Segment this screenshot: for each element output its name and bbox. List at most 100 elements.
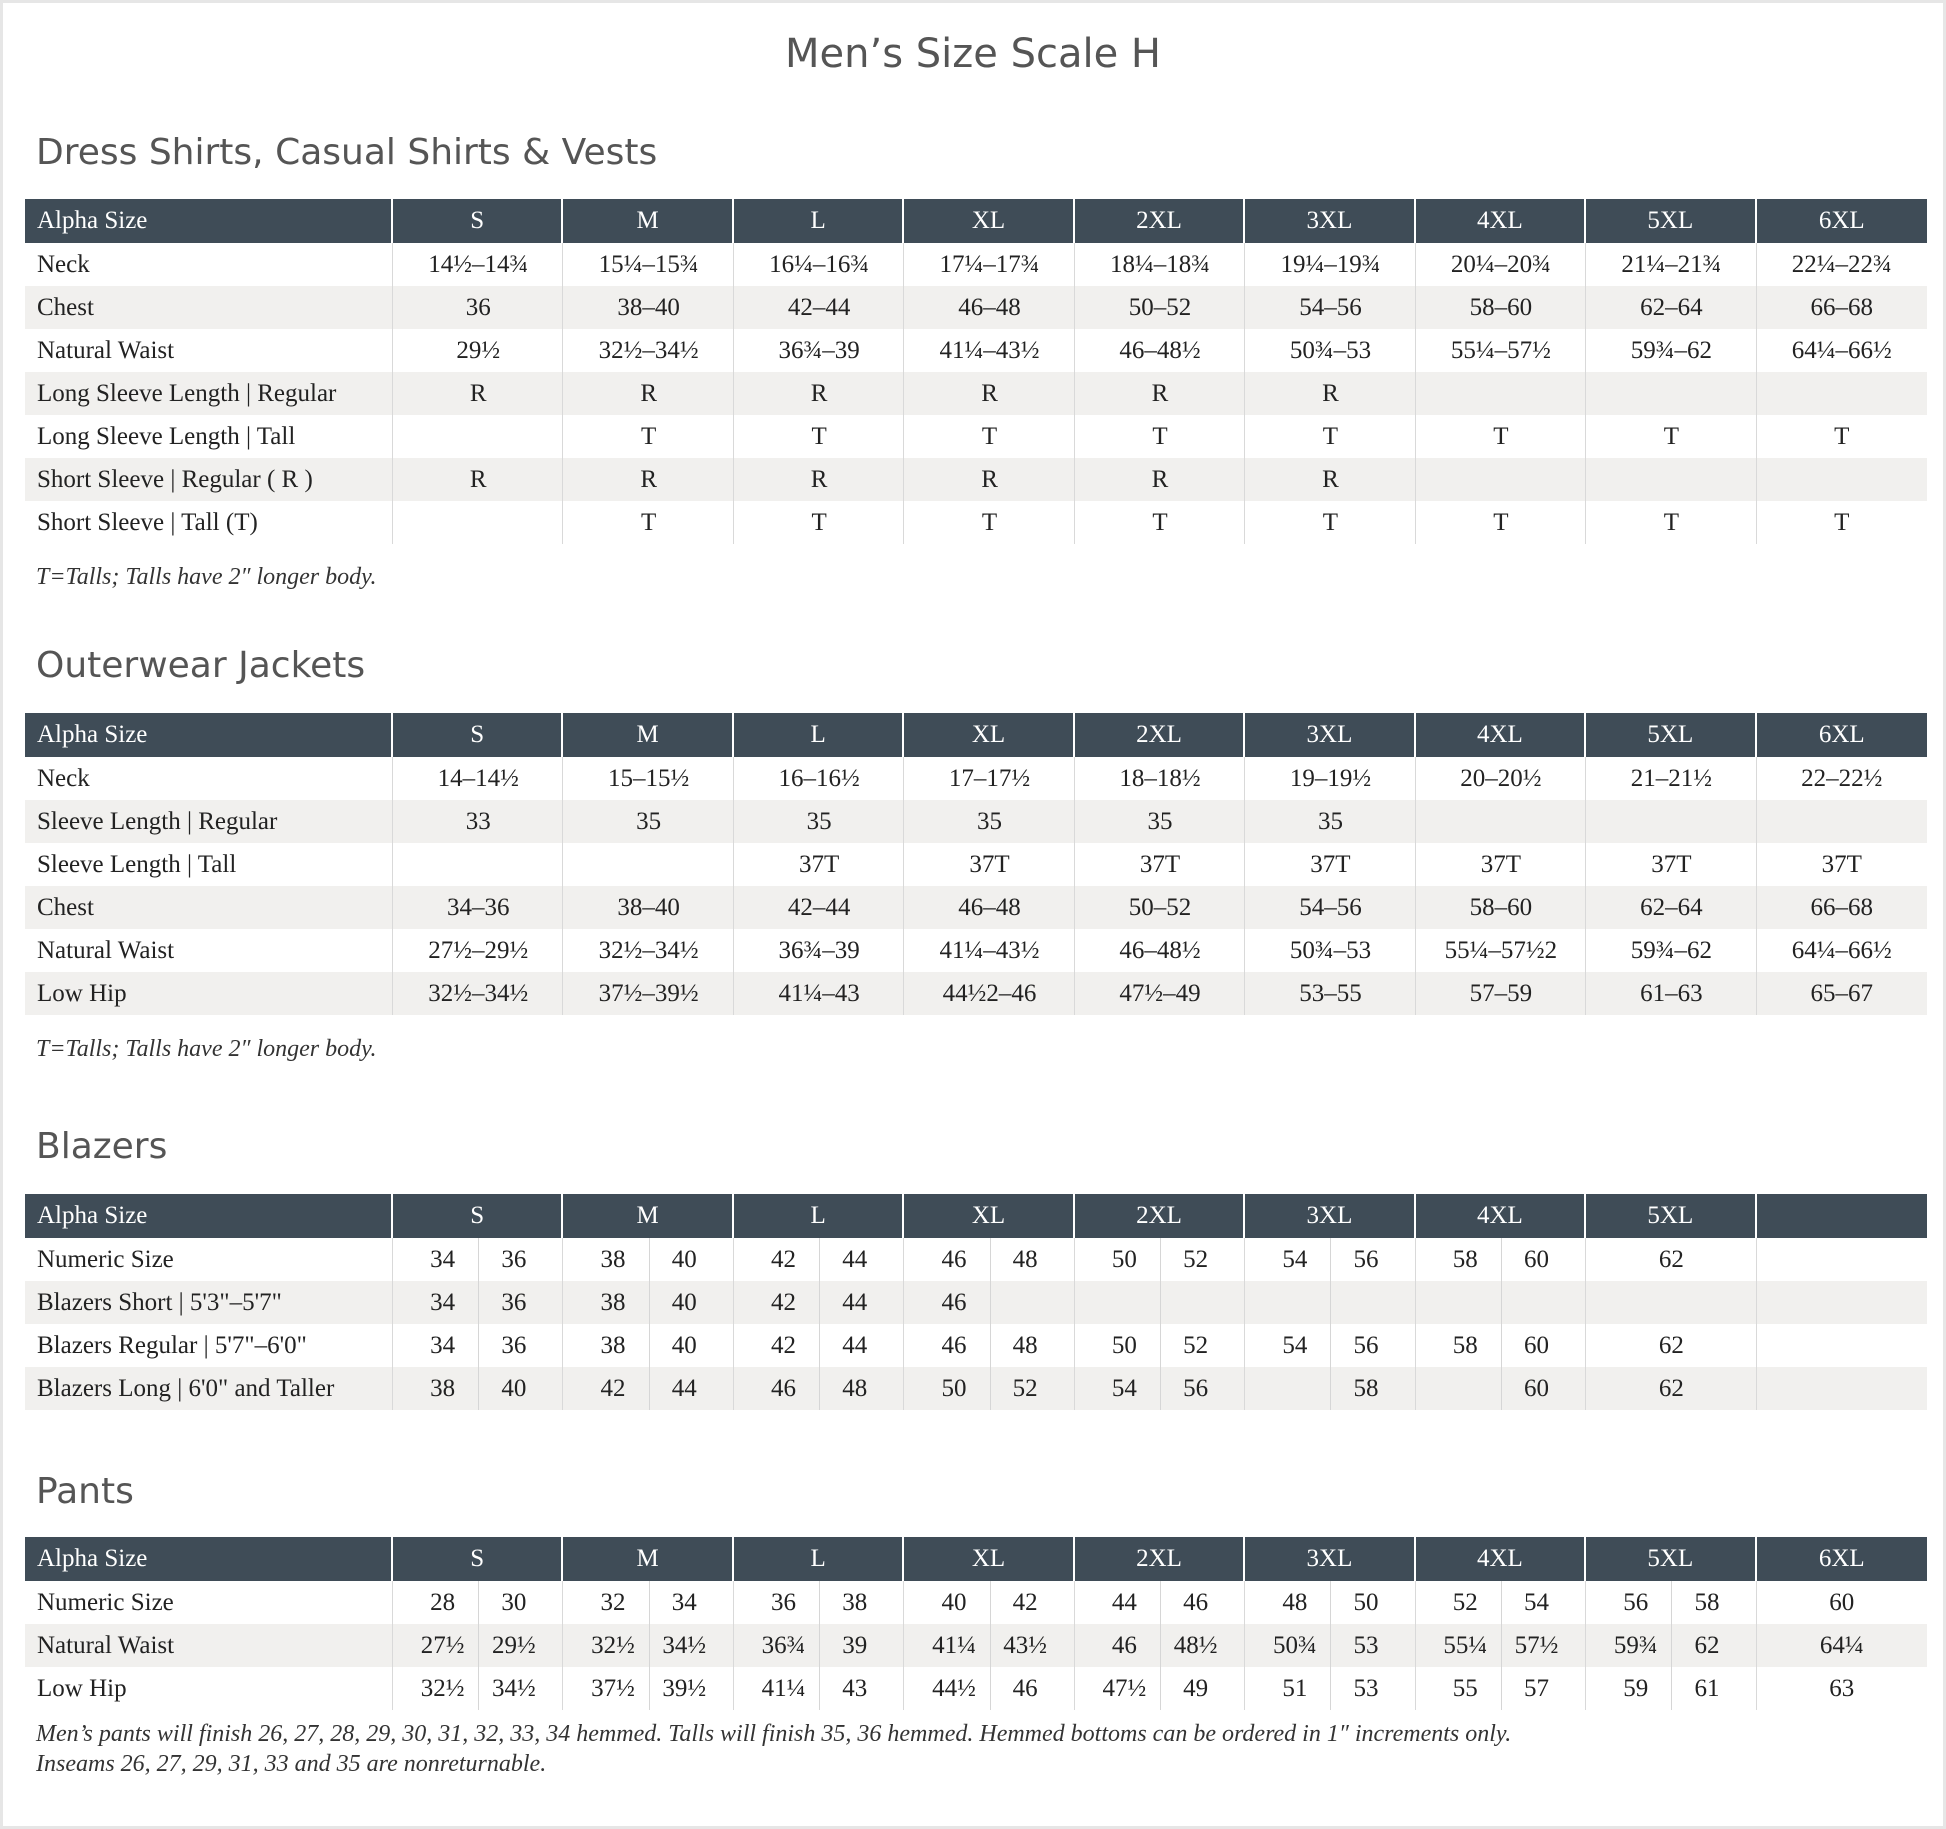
- column-divider: [1244, 1238, 1246, 1410]
- cell-value: 44: [842, 1246, 868, 1273]
- sub-divider: [1500, 1238, 1502, 1281]
- cell-value: 48: [1012, 1332, 1038, 1359]
- cell-value: 48: [842, 1375, 868, 1402]
- cell-value: 46–48½: [1119, 937, 1201, 964]
- sub-divider: [1330, 1238, 1332, 1281]
- cell-value: 46–48: [958, 894, 1021, 921]
- header-cell: [1756, 1194, 1927, 1238]
- column-divider: [732, 1238, 734, 1410]
- sub-divider: [1500, 1281, 1502, 1324]
- cell-value: T: [811, 509, 827, 536]
- sub-divider: [989, 1324, 991, 1367]
- cell-value: 44: [671, 1375, 697, 1402]
- cell-value: 35: [1317, 808, 1343, 835]
- sub-divider: [648, 1367, 650, 1410]
- column-divider: [392, 1581, 393, 1710]
- cell-value: 60: [1523, 1375, 1549, 1402]
- cell-value: 35: [1147, 808, 1173, 835]
- cell-value: 42: [770, 1289, 796, 1316]
- cell-value: 22–22½: [1801, 765, 1883, 792]
- column-divider: [1244, 243, 1246, 544]
- header-cell: XL: [904, 1537, 1073, 1581]
- cell-value: 17–17½: [948, 765, 1031, 792]
- sub-divider: [989, 1667, 991, 1710]
- column-divider: [903, 1238, 905, 1410]
- cell-value: 59: [1623, 1675, 1649, 1702]
- row-label: Sleeve Length | Tall: [37, 851, 237, 878]
- cell-value: 53–55: [1299, 980, 1362, 1007]
- cell-value: T: [1322, 423, 1339, 450]
- cell-value: 38: [600, 1289, 626, 1316]
- cell-value: 52: [1183, 1332, 1209, 1359]
- cell-value: 62–64: [1640, 294, 1703, 321]
- row-label: Neck: [37, 765, 90, 792]
- sub-divider: [819, 1367, 821, 1410]
- cell-value: 62–64: [1640, 894, 1703, 921]
- column-divider: [903, 757, 905, 1015]
- cell-value: 50–52: [1128, 294, 1192, 321]
- sub-divider: [648, 1281, 650, 1324]
- sub-divider: [989, 1281, 991, 1324]
- column-divider: [903, 243, 905, 544]
- section-heading: Blazers: [36, 1126, 168, 1167]
- cell-value: 56: [1353, 1332, 1379, 1359]
- cell-value: 46: [941, 1289, 967, 1316]
- cell-value: 60: [1829, 1589, 1855, 1616]
- cell-value: 41¼: [932, 1632, 976, 1659]
- header-cell: 3XL: [1245, 713, 1414, 757]
- column-divider: [1585, 243, 1587, 544]
- note: Inseams 26, 27, 29, 31, 33 and 35 are no…: [36, 1751, 547, 1777]
- sub-divider: [478, 1281, 480, 1324]
- cell-value: 58: [1694, 1589, 1720, 1616]
- cell-value: 66–68: [1810, 294, 1874, 321]
- cell-value: 46: [941, 1246, 967, 1273]
- sub-divider: [478, 1667, 480, 1710]
- cell-value: 42–44: [787, 894, 851, 921]
- cell-value: 50¾–53: [1289, 937, 1372, 964]
- cell-value: 38: [430, 1375, 456, 1402]
- row-background: [25, 886, 1927, 929]
- cell-value: 41¼–43½: [939, 937, 1040, 964]
- cell-value: 54–56: [1299, 294, 1362, 321]
- column-divider: [1073, 1581, 1075, 1710]
- page-title: Men’s Size Scale H: [785, 31, 1161, 77]
- section-heading: Outerwear Jackets: [36, 645, 366, 686]
- cell-value: 15¼–15¾: [598, 251, 699, 278]
- sub-divider: [819, 1581, 821, 1624]
- cell-value: 34½: [491, 1675, 536, 1702]
- cell-value: T: [1663, 509, 1679, 536]
- row-label: Blazers Regular | 5'7"–6'0": [37, 1332, 307, 1359]
- cell-value: T: [1493, 423, 1509, 450]
- cell-value: R: [810, 380, 828, 407]
- cell-value: 57: [1523, 1675, 1549, 1702]
- cell-value: 34–36: [446, 894, 510, 921]
- sub-divider: [989, 1238, 991, 1281]
- column-divider: [392, 243, 393, 544]
- sub-divider: [648, 1238, 650, 1281]
- header-cell: XL: [904, 713, 1073, 757]
- row-label: Natural Waist: [37, 1632, 175, 1659]
- cell-value: 37T: [1139, 851, 1181, 878]
- cell-value: 44: [1111, 1589, 1137, 1616]
- cell-value: 55¼–57½: [1450, 337, 1551, 364]
- header-cell: 2XL: [1074, 1194, 1244, 1238]
- cell-value: 28: [430, 1589, 456, 1616]
- header-cell: M: [563, 1194, 732, 1238]
- cell-value: 60: [1523, 1246, 1549, 1273]
- column-divider: [1755, 1581, 1757, 1710]
- cell-value: 44½2–46: [942, 980, 1037, 1007]
- column-divider: [732, 243, 734, 544]
- header-cell: Alpha Size: [25, 1537, 391, 1581]
- column-divider: [732, 1581, 734, 1710]
- cell-value: 41¼–43: [778, 980, 860, 1007]
- cell-value: 33: [465, 808, 491, 835]
- cell-value: 36: [501, 1289, 527, 1316]
- cell-value: 49: [1183, 1675, 1209, 1702]
- sub-divider: [648, 1667, 650, 1710]
- cell-value: 46–48: [958, 294, 1021, 321]
- cell-value: 66–68: [1810, 894, 1874, 921]
- cell-value: 38–40: [617, 894, 680, 921]
- cell-value: 32½–34½: [598, 337, 699, 364]
- cell-value: 52: [1452, 1589, 1478, 1616]
